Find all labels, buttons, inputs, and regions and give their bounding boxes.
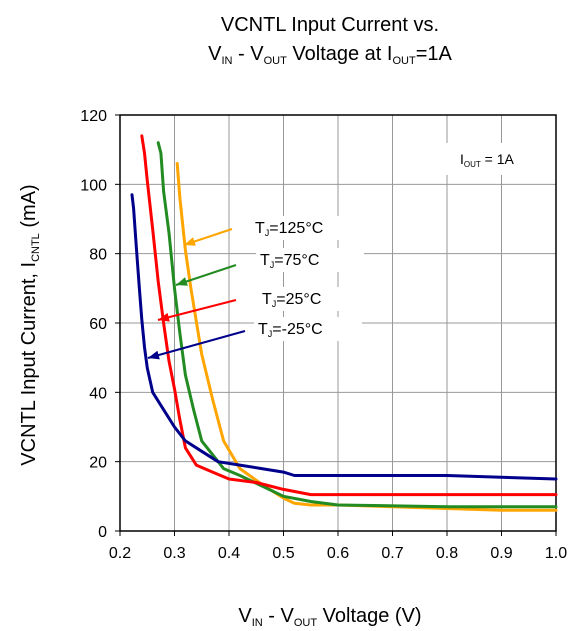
legend-arrow-head-0 bbox=[184, 237, 196, 246]
x-tick-label: 0.6 bbox=[327, 545, 349, 562]
x-tick-label: 0.3 bbox=[163, 545, 185, 562]
y-tick-label: 80 bbox=[89, 247, 107, 264]
y-tick-label: 120 bbox=[80, 108, 107, 125]
legend-arrow-line-2 bbox=[157, 299, 237, 321]
legend-label-1: TJ=75°C bbox=[260, 252, 319, 270]
legend-arrow-head-1 bbox=[176, 277, 188, 286]
x-tick-label: 0.7 bbox=[381, 545, 403, 562]
chart-title-line1: VCNTL Input Current vs. bbox=[221, 14, 439, 36]
series-line-3 bbox=[130, 193, 558, 481]
y-tick-label: 100 bbox=[80, 177, 107, 194]
y-tick-label: 20 bbox=[89, 455, 107, 472]
x-tick-label: 1.0 bbox=[545, 545, 567, 562]
annotation-box bbox=[446, 143, 542, 175]
series-line-0 bbox=[175, 162, 558, 512]
y-tick-label: 0 bbox=[98, 524, 107, 541]
x-tick-label: 0.5 bbox=[272, 545, 294, 562]
plot-area: 0.2 0.3 0.4 0.5 0.6 0.7 0.8 0.9 1.0 0 20 40 60 80 100 1… bbox=[80, 108, 567, 562]
legend-label-0: TJ=125°C bbox=[255, 220, 323, 238]
legend-arrow-line-3 bbox=[147, 330, 246, 359]
y-tick-label: 40 bbox=[89, 385, 107, 402]
legend-label-2: TJ=25°C bbox=[262, 291, 321, 309]
series-line-1 bbox=[156, 141, 558, 509]
y-tick-label: 60 bbox=[89, 316, 107, 333]
legend-label-bg-3 bbox=[254, 317, 362, 341]
series-line-2 bbox=[140, 134, 558, 497]
legend-label-3: TJ=-25°C bbox=[258, 321, 323, 339]
legend-arrow-head-2 bbox=[158, 312, 170, 322]
y-axis-label: VCNTL Input Current, ICNTL (mA) bbox=[18, 184, 42, 465]
x-axis-label: VIN - VOUT Voltage (V) bbox=[238, 605, 421, 629]
x-tick-label: 0.9 bbox=[490, 545, 512, 562]
x-tick-label: 0.8 bbox=[436, 545, 458, 562]
x-tick-label: 0.2 bbox=[109, 545, 131, 562]
legend-label-bg-2 bbox=[258, 287, 366, 311]
annotation-text: IOUT = 1A bbox=[460, 151, 515, 169]
x-tick-label: 0.4 bbox=[218, 545, 240, 562]
legend-arrow-head-3 bbox=[148, 350, 160, 360]
legend-label-bg-0 bbox=[251, 216, 359, 240]
legend-label-bg-1 bbox=[256, 248, 364, 272]
chart-title-line2: VIN - VOUT Voltage at IOUT=1A bbox=[208, 43, 452, 67]
